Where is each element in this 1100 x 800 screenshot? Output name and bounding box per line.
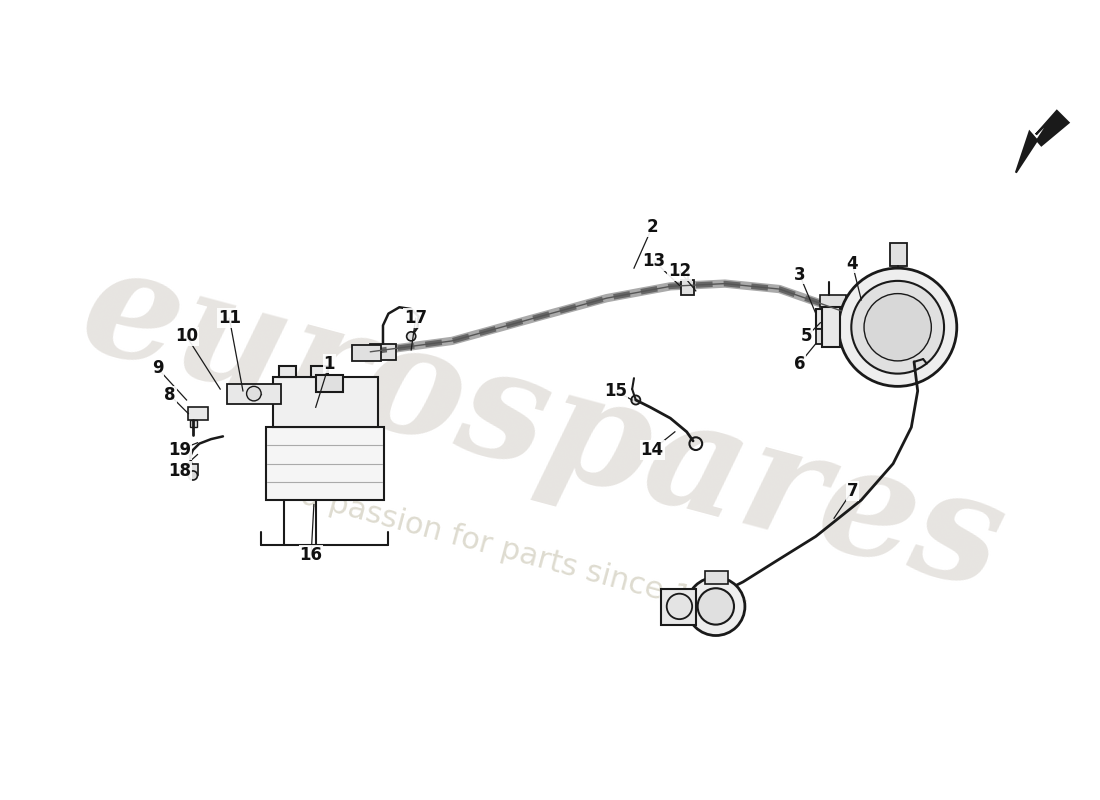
Text: 11: 11 [218,309,241,327]
Text: 13: 13 [642,252,666,270]
Text: 16: 16 [299,546,322,563]
Circle shape [838,268,957,386]
Bar [821,294,846,307]
Text: 12: 12 [668,262,691,280]
Bar [661,589,696,625]
Bar [705,571,727,584]
Bar [273,378,377,427]
Text: 8: 8 [164,386,176,405]
Bar [816,309,850,329]
Bar [188,407,208,420]
Text: a passion for parts since 1985: a passion for parts since 1985 [298,481,751,628]
Text: 7: 7 [846,482,858,500]
Bar [371,344,396,360]
Text: 17: 17 [404,309,427,327]
Circle shape [864,294,932,361]
Circle shape [246,386,261,401]
Circle shape [631,395,640,405]
Bar [279,366,296,378]
Bar [311,366,328,378]
Text: 9: 9 [152,359,163,377]
Polygon shape [1016,111,1068,173]
Circle shape [697,588,734,625]
Bar [266,427,384,500]
Bar [190,420,198,427]
Text: 19: 19 [167,441,191,459]
Bar [890,242,906,266]
Circle shape [851,281,944,374]
Text: eurospares: eurospares [67,233,1019,622]
Text: 3: 3 [794,266,805,283]
Text: 4: 4 [846,254,858,273]
Circle shape [407,332,416,341]
Text: 6: 6 [794,354,805,373]
Text: 18: 18 [168,462,190,480]
Bar [227,384,282,404]
Text: 2: 2 [647,218,658,236]
Text: 14: 14 [640,441,663,459]
Circle shape [686,578,745,635]
Bar [681,280,694,294]
Text: 15: 15 [604,382,627,400]
Bar [352,345,382,361]
Bar [316,375,343,392]
Bar [816,329,850,344]
Text: 1: 1 [323,354,336,373]
Bar [822,307,840,347]
Circle shape [667,594,692,619]
Bar [187,464,198,474]
Text: 10: 10 [175,327,198,346]
Circle shape [188,471,198,480]
Text: 5: 5 [801,327,813,346]
